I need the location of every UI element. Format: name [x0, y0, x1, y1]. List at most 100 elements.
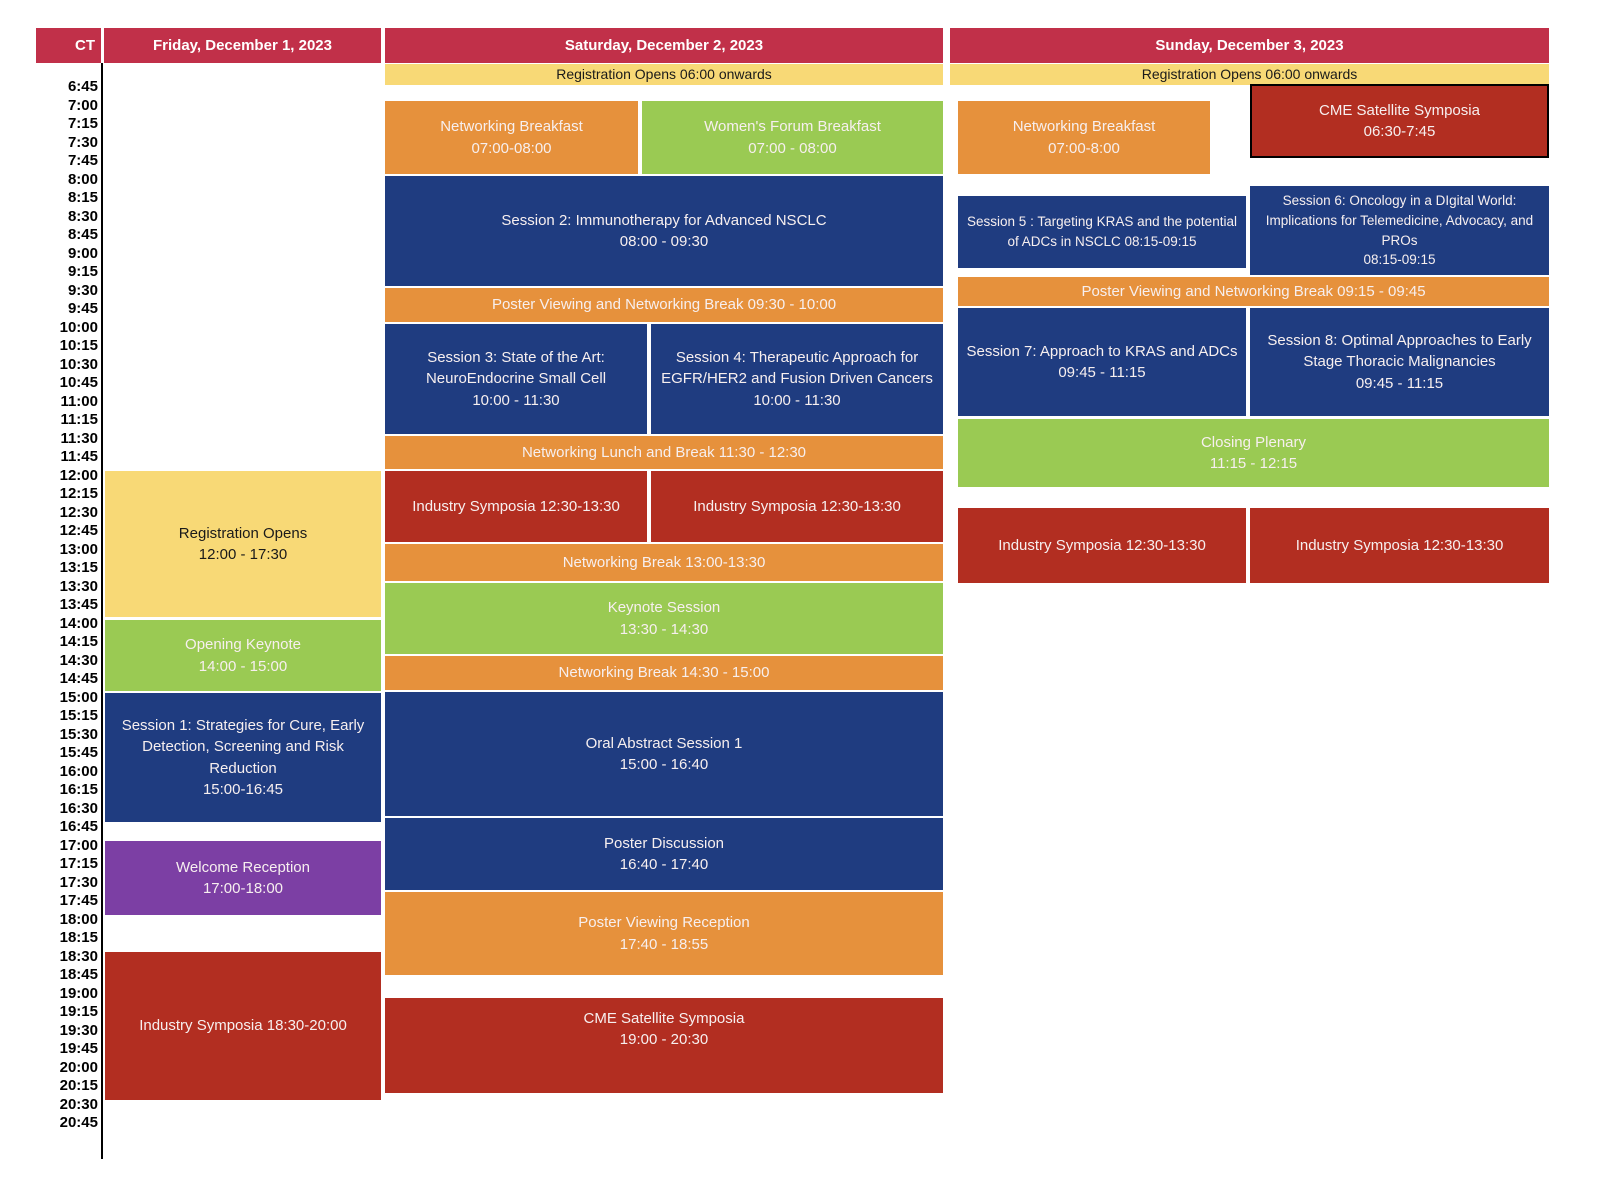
- event-fri-industry-symposia: Industry Symposia 18:30-20:00: [105, 952, 381, 1100]
- event-sun-networking-breakfast: Networking Breakfast 07:00-8:00: [958, 101, 1210, 174]
- time-label: 17:00: [59, 836, 98, 854]
- event-sun-session8: Session 8: Optimal Approaches to Early S…: [1250, 308, 1549, 416]
- time-label: 13:45: [59, 596, 98, 613]
- time-label: 10:30: [59, 355, 98, 373]
- day-header-saturday: Saturday, December 2, 2023: [385, 28, 943, 63]
- time-label: 18:45: [59, 966, 98, 983]
- event-sat-oral-abstract-session1: Oral Abstract Session 1 15:00 - 16:40: [385, 692, 943, 816]
- time-label: 16:00: [59, 762, 98, 780]
- time-label: 17:45: [59, 892, 98, 909]
- time-label: 12:15: [59, 485, 98, 502]
- day-label: Friday, December 1, 2023: [153, 37, 332, 54]
- time-label: 13:15: [59, 559, 98, 576]
- time-axis-line: [101, 63, 103, 1159]
- event-sun-cme-satellite-symposia-early: CME Satellite Symposia 06:30-7:45: [1250, 84, 1549, 158]
- time-label: 10:45: [59, 374, 98, 391]
- event-sat-poster-discussion: Poster Discussion 16:40 - 17:40: [385, 818, 943, 890]
- time-label: 14:30: [59, 651, 98, 669]
- time-label: 20:00: [59, 1058, 98, 1076]
- event-sat-networking-break-1300: Networking Break 13:00-13:30: [385, 544, 943, 581]
- time-label: 6:45: [67, 78, 98, 95]
- event-sat-networking-breakfast: Networking Breakfast 07:00-08:00: [385, 101, 638, 174]
- event-sat-session4: Session 4: Therapeutic Approach for EGFR…: [651, 324, 943, 434]
- time-label: 9:45: [67, 300, 98, 317]
- time-label: 20:15: [59, 1077, 98, 1094]
- time-label: 16:30: [59, 799, 98, 817]
- event-sat-networking-lunch: Networking Lunch and Break 11:30 - 12:30: [385, 436, 943, 469]
- day-header-friday: Friday, December 1, 2023: [104, 28, 381, 63]
- time-label: 12:45: [59, 522, 98, 539]
- time-label: 18:30: [59, 947, 98, 965]
- time-label: 17:30: [59, 873, 98, 891]
- event-sat-networking-break-1430: Networking Break 14:30 - 15:00: [385, 656, 943, 690]
- event-sun-session5: Session 5 : Targeting KRAS and the poten…: [958, 196, 1246, 268]
- time-label: 15:30: [59, 725, 98, 743]
- timezone-label: CT: [75, 37, 95, 54]
- time-label: 8:00: [67, 170, 98, 188]
- event-sun-registration-bar: Registration Opens 06:00 onwards: [950, 64, 1549, 85]
- event-sat-session3: Session 3: State of the Art: NeuroEndocr…: [385, 324, 647, 434]
- event-sat-registration-bar: Registration Opens 06:00 onwards: [385, 64, 943, 85]
- time-label: 19:30: [59, 1021, 98, 1039]
- time-label: 16:45: [59, 818, 98, 835]
- event-fri-session1: Session 1: Strategies for Cure, Early De…: [105, 693, 381, 822]
- time-label: 15:00: [59, 688, 98, 706]
- time-label: 11:00: [60, 392, 98, 410]
- event-fri-welcome-reception: Welcome Reception 17:00-18:00: [105, 841, 381, 915]
- time-label: 19:00: [59, 984, 98, 1002]
- event-fri-registration: Registration Opens 12:00 - 17:30: [105, 471, 381, 617]
- time-label: 12:30: [59, 503, 98, 521]
- day-label: Sunday, December 3, 2023: [1155, 37, 1344, 54]
- timezone-header-cell: CT: [36, 28, 101, 63]
- time-label: 18:15: [59, 929, 98, 946]
- time-label: 7:15: [67, 115, 98, 132]
- time-label: 12:00: [59, 466, 98, 484]
- time-label: 11:15: [60, 411, 98, 428]
- time-label: 8:15: [67, 189, 98, 206]
- time-label: 18:00: [59, 910, 98, 928]
- event-sat-cme-satellite-symposia: CME Satellite Symposia 19:00 - 20:30: [385, 998, 943, 1093]
- time-label: 9:15: [67, 263, 98, 280]
- event-sun-industry-symposia-right: Industry Symposia 12:30-13:30: [1250, 508, 1549, 583]
- time-label: 17:15: [59, 855, 98, 872]
- day-header-sunday: Sunday, December 3, 2023: [950, 28, 1549, 63]
- day-label: Saturday, December 2, 2023: [564, 37, 764, 54]
- time-label: 9:30: [67, 281, 98, 299]
- time-label: 14:15: [59, 633, 98, 650]
- time-column: 6:45 7:00 7:15 7:30 7:45 8:00 8:15 8:30 8:45 9:00…: [28, 0, 98, 1179]
- event-sat-industry-symposia-left: Industry Symposia 12:30-13:30: [385, 471, 647, 542]
- event-sun-closing-plenary: Closing Plenary 11:15 - 12:15: [958, 419, 1549, 487]
- event-sun-session7: Session 7: Approach to KRAS and ADCs 09:4…: [958, 308, 1246, 416]
- time-label: 11:30: [60, 429, 98, 447]
- time-label: 19:45: [59, 1040, 98, 1057]
- time-label: 8:45: [67, 226, 98, 243]
- event-sun-session6: Session 6: Oncology in a DIgital World: …: [1250, 186, 1549, 275]
- event-sat-session2: Session 2: Immunotherapy for Advanced NS…: [385, 176, 943, 286]
- time-label: 11:45: [60, 448, 98, 465]
- time-label: 14:00: [59, 614, 98, 632]
- time-label: 7:30: [67, 133, 98, 151]
- time-label: 8:30: [67, 207, 98, 225]
- event-fri-opening-keynote: Opening Keynote 14:00 - 15:00: [105, 620, 381, 691]
- time-label: 19:15: [59, 1003, 98, 1020]
- event-sun-industry-symposia-left: Industry Symposia 12:30-13:30: [958, 508, 1246, 583]
- time-label: 16:15: [59, 781, 98, 798]
- time-label: 7:00: [67, 96, 98, 114]
- time-label: 9:00: [67, 244, 98, 262]
- time-label: 15:45: [59, 744, 98, 761]
- time-label: 13:30: [59, 577, 98, 595]
- event-sun-poster-break-0915: Poster Viewing and Networking Break 09:1…: [958, 277, 1549, 306]
- time-label: 10:15: [59, 337, 98, 354]
- event-sat-industry-symposia-right: Industry Symposia 12:30-13:30: [651, 471, 943, 542]
- event-sat-keynote-session: Keynote Session 13:30 - 14:30: [385, 583, 943, 654]
- time-label: 20:45: [59, 1114, 98, 1131]
- event-sat-poster-break-0930: Poster Viewing and Networking Break 09:3…: [385, 288, 943, 322]
- time-label: 14:45: [59, 670, 98, 687]
- time-label: 13:00: [59, 540, 98, 558]
- time-label: 7:45: [67, 152, 98, 169]
- event-sat-poster-viewing-reception: Poster Viewing Reception 17:40 - 18:55: [385, 892, 943, 975]
- time-label: 15:15: [59, 707, 98, 724]
- time-label: 10:00: [59, 318, 98, 336]
- time-label: 20:30: [59, 1095, 98, 1113]
